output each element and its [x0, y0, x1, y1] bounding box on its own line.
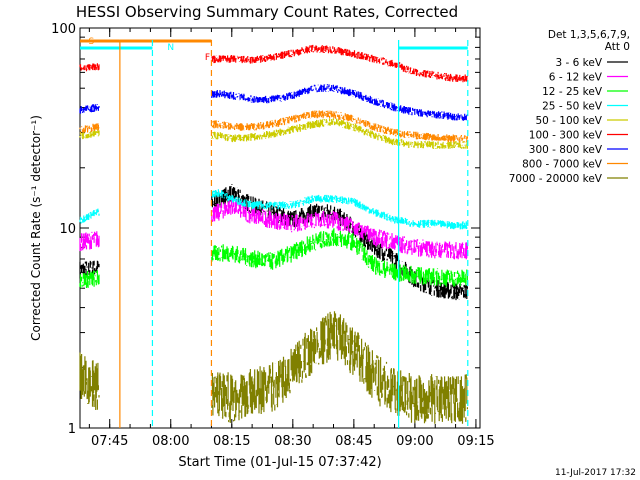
y-tick-label: 10	[59, 222, 76, 237]
series-line	[79, 84, 468, 121]
series-line	[79, 228, 468, 289]
timestamp: 11-Jul-2017 17:32	[555, 468, 636, 478]
series-line	[79, 197, 468, 260]
flag-label: N	[167, 43, 174, 53]
series-line	[79, 44, 468, 83]
x-tick-label: 07:45	[91, 434, 128, 449]
series-5	[79, 44, 468, 83]
legend-header: Det 1,3,5,6,7,9,	[548, 29, 630, 41]
legend-label: 800 - 7000 keV	[522, 159, 603, 171]
x-tick-label: 08:30	[274, 434, 311, 449]
x-tick-label: 08:45	[335, 434, 372, 449]
series-line	[79, 311, 468, 424]
y-tick-label: 100	[51, 22, 76, 37]
series-2	[79, 228, 468, 289]
legend-label: 12 - 25 keV	[542, 86, 603, 98]
x-axis-label: Start Time (01-Jul-15 07:37:42)	[178, 455, 381, 470]
series-6	[79, 84, 468, 121]
series-line	[79, 110, 468, 143]
plot-area: 1 10 100 07:45 08:00 08:15 08:30 08:45 09:00 09:1…	[51, 22, 494, 449]
series-7	[79, 110, 468, 143]
series-line	[79, 118, 468, 149]
legend-label: 300 - 800 keV	[529, 144, 603, 156]
legend-label: 6 - 12 keV	[549, 72, 603, 84]
legend-label: 7000 - 20000 keV	[509, 173, 603, 185]
x-tick-label: 08:00	[152, 434, 189, 449]
flag-label: S	[89, 37, 95, 47]
x-tick-label: 09:00	[396, 434, 433, 449]
series-4	[79, 118, 468, 149]
x-tick-label: 08:15	[213, 434, 250, 449]
legend-label: 50 - 100 keV	[535, 115, 602, 127]
legend-label: 25 - 50 keV	[542, 101, 603, 113]
legend-label: 100 - 300 keV	[529, 130, 603, 142]
y-tick-label: 1	[68, 422, 76, 437]
x-tick-label: 09:15	[457, 434, 494, 449]
series-1	[79, 197, 468, 260]
y-axis-label: Corrected Count Rate (s⁻¹ detector⁻¹)	[29, 115, 43, 341]
legend-label: 3 - 6 keV	[555, 57, 602, 69]
series-3	[79, 189, 468, 230]
legend-header: Att 0	[605, 41, 630, 53]
chart-title: HESSI Observing Summary Count Rates, Cor…	[76, 3, 458, 21]
flag-label: F	[205, 53, 210, 63]
series-line	[79, 189, 468, 230]
series-8	[79, 311, 468, 424]
legend: Det 1,3,5,6,7,9,Att 03 - 6 keV 6 - 12 keV…	[509, 29, 630, 185]
